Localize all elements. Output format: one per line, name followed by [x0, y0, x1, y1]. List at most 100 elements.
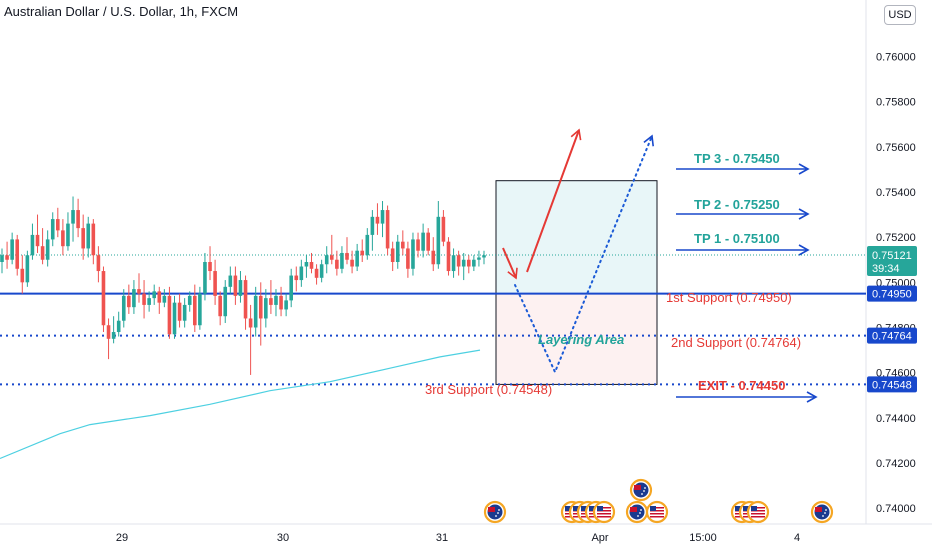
candle-body	[329, 255, 334, 260]
candle-body	[248, 318, 253, 328]
candle-body	[446, 241, 451, 272]
candle-body	[5, 255, 9, 260]
candle-body	[264, 298, 268, 319]
candle-body	[238, 280, 243, 296]
candle-body	[187, 295, 192, 305]
tp1-label: TP 1 - 0.75100	[694, 231, 780, 246]
candle-body	[243, 280, 248, 319]
candle-body	[314, 268, 319, 278]
candle-body	[370, 216, 375, 235]
candle-body	[20, 268, 25, 283]
moving-average-line	[0, 349, 481, 460]
layering-zone	[495, 293, 658, 385]
candle-body	[121, 295, 126, 321]
candle-body	[96, 255, 101, 272]
level-price-tag	[867, 327, 917, 344]
australia-flag-icon[interactable]	[483, 500, 507, 524]
candle-body	[441, 216, 446, 242]
candle-body	[111, 332, 116, 339]
x-tick-label: 29	[116, 532, 128, 544]
candle-body	[116, 320, 121, 333]
candle-body	[40, 246, 45, 260]
layering-area-label: Layering Area	[538, 332, 624, 347]
candle-body	[152, 291, 157, 299]
candle-body	[461, 259, 466, 267]
candle-body	[289, 275, 293, 301]
candle-body	[472, 259, 476, 267]
y-tick-label: 0.74400	[876, 413, 916, 425]
candle-body	[482, 255, 486, 258]
candle-body	[172, 302, 177, 335]
candle-body	[167, 295, 172, 335]
candle-body	[406, 248, 410, 269]
candle-body	[76, 210, 80, 229]
candle-body	[258, 295, 263, 319]
candle-body	[294, 275, 299, 281]
candle-body	[86, 223, 91, 249]
level-price-value: 0.74764	[872, 331, 912, 343]
red-drop-arrow	[502, 247, 518, 280]
dotted-projection-path	[514, 134, 654, 375]
us-flag-icon[interactable]	[746, 500, 770, 524]
candle-body	[274, 295, 278, 305]
candle-body	[401, 241, 405, 249]
candle-body	[324, 255, 329, 265]
candle-body	[466, 259, 471, 267]
currency-selector[interactable]: USD	[884, 5, 916, 25]
candle-body	[56, 219, 60, 231]
australia-flag-icon[interactable]	[629, 478, 653, 502]
candle-body	[350, 259, 354, 267]
countdown-value: 39:34	[872, 263, 900, 275]
exit-label: EXIT - 0.74450	[698, 378, 785, 393]
candle-body	[203, 262, 207, 294]
symbol-title: Australian Dollar / U.S. Dollar, 1h, FXC…	[4, 4, 239, 19]
y-tick-label: 0.74200	[876, 458, 916, 470]
x-tick-label: 30	[277, 532, 289, 544]
candle-body	[182, 304, 187, 321]
x-tick-label: Apr	[591, 532, 608, 544]
candle-body	[10, 239, 14, 260]
candle-body	[375, 216, 380, 224]
candle-body	[127, 295, 131, 308]
australia-flag-icon[interactable]	[625, 500, 649, 524]
candle-body	[15, 239, 20, 269]
candle-body	[309, 262, 314, 269]
candle-body	[304, 262, 309, 267]
candle-body	[45, 239, 50, 260]
current-price-tag	[867, 245, 917, 276]
tp2-label: TP 2 - 0.75250	[694, 197, 780, 212]
candle-body	[25, 255, 30, 283]
candle-body	[157, 291, 162, 303]
us-flag-icon[interactable]	[645, 500, 669, 524]
candle-body	[279, 295, 283, 310]
candle-body	[66, 223, 70, 247]
candle-body	[340, 252, 344, 269]
candle-body	[147, 298, 151, 305]
y-tick-label: 0.75200	[876, 232, 916, 244]
tp3-label: TP 3 - 0.75450	[694, 151, 780, 166]
candle-body	[213, 271, 217, 296]
candle-body	[106, 325, 111, 339]
australia-flag-icon[interactable]	[810, 500, 834, 524]
x-tick-label: 4	[794, 532, 800, 544]
candle-body	[132, 289, 136, 308]
level-price-value: 0.74548	[872, 379, 912, 391]
candle-body	[451, 255, 456, 272]
candle-body	[0, 255, 4, 262]
candle-body	[385, 210, 390, 249]
candle-body	[355, 250, 359, 267]
candle-body	[50, 219, 55, 240]
us-flag-icon[interactable]	[592, 500, 616, 524]
candle-body	[177, 302, 182, 321]
y-tick-label: 0.75800	[876, 97, 916, 109]
candle-body	[345, 252, 349, 260]
candle-body	[380, 210, 385, 224]
x-tick-label: 15:00	[689, 532, 717, 544]
candle-body	[456, 255, 461, 267]
candle-body	[284, 300, 288, 310]
support2-label: 2nd Support (0.74764)	[671, 335, 801, 350]
level-price-tag	[867, 376, 917, 393]
candle-body	[208, 262, 212, 272]
